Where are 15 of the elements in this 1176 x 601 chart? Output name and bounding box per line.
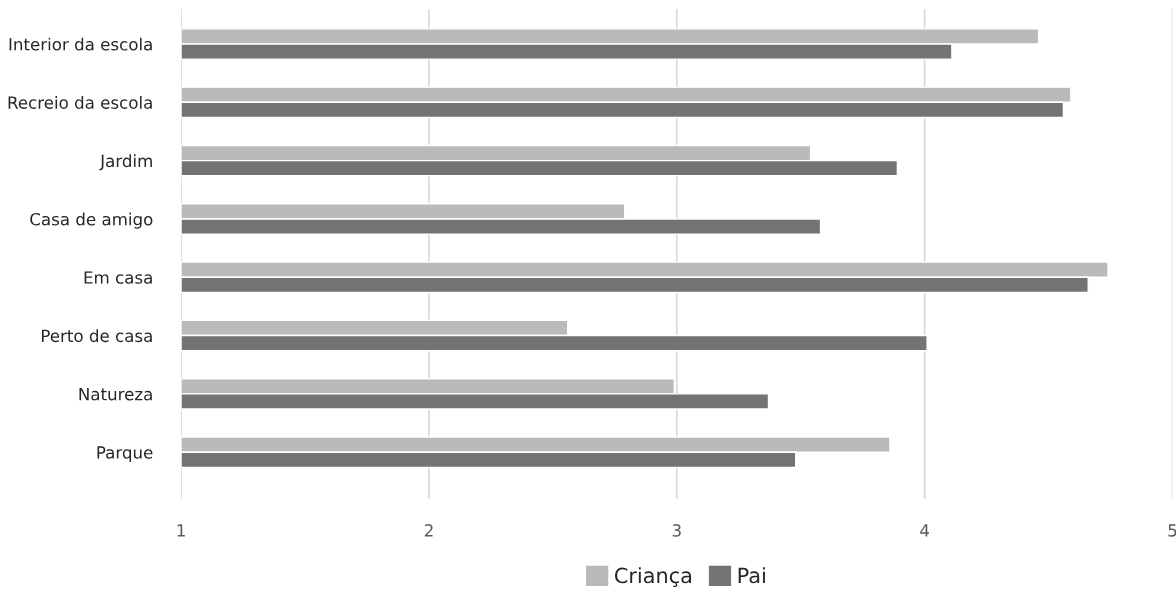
y-tick-label: Em casa [84, 271, 152, 284]
y-tick-label: Jardim [99, 154, 152, 171]
y-tick-label: Natureza [79, 388, 152, 401]
y-tick-label: Recreio da escola [8, 95, 152, 109]
legend-label: Criança [614, 567, 692, 588]
x-tick-label: 3 [672, 524, 681, 537]
legend-label: Pai [738, 567, 765, 584]
x-tick-label: 2 [424, 524, 433, 537]
x-tick-label: 1 [177, 524, 185, 537]
y-tick-label: Casa de amigo [30, 212, 153, 229]
y-tick-label: Perto de casa [41, 329, 152, 343]
x-tick-label: 4 [920, 524, 929, 537]
x-tick-label: 5 [1168, 524, 1176, 537]
y-tick-label: Parque [97, 446, 153, 462]
y-tick-label: Interior da escola [9, 37, 152, 51]
